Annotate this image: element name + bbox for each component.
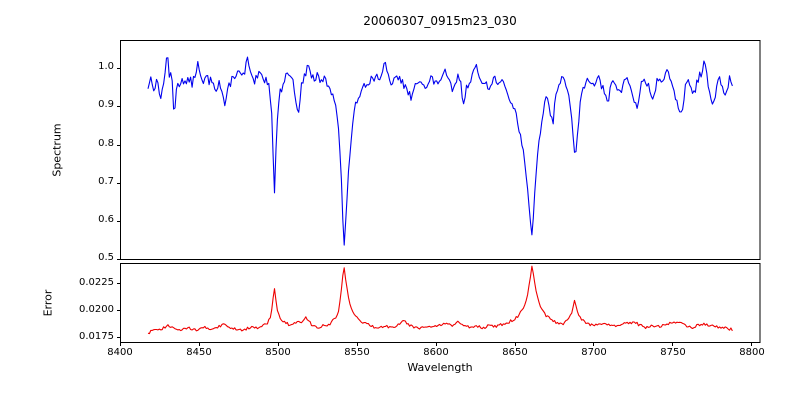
error-y-tick-label: 0.0225 <box>79 277 114 288</box>
chart-title: 20060307_0915m23_030 <box>363 14 517 28</box>
x-tick-label: 8800 <box>739 347 765 358</box>
x-tick-label: 8650 <box>502 347 528 358</box>
x-tick-label: 8600 <box>423 347 449 358</box>
x-axis-label: Wavelength <box>407 361 473 374</box>
x-tick-label: 8400 <box>107 347 133 358</box>
spectrum-y-tick-label: 0.9 <box>98 99 114 110</box>
error-y-tick-label: 0.0175 <box>79 331 114 342</box>
spectrum-panel-frame <box>120 40 761 260</box>
error-axis-label: Error <box>41 289 55 317</box>
x-tick-label: 8550 <box>344 347 370 358</box>
spectrum-y-tick-label: 0.8 <box>98 138 114 149</box>
error-line <box>147 265 733 335</box>
x-tick-label: 8500 <box>265 347 291 358</box>
spectrum-y-tick-label: 0.5 <box>98 252 114 263</box>
x-tick-label: 8450 <box>186 347 212 358</box>
x-tick-label: 8750 <box>660 347 686 358</box>
spectrum-y-tick-label: 1.0 <box>98 61 114 72</box>
spectrum-line <box>147 56 733 246</box>
spectrum-y-tick-label: 0.6 <box>98 214 114 225</box>
axis-ticks <box>117 68 752 346</box>
spectrum-axis-label: Spectrum <box>50 123 64 177</box>
error-panel-frame <box>120 263 761 343</box>
spectrum-y-tick-label: 0.7 <box>98 176 114 187</box>
error-y-tick-label: 0.0200 <box>79 304 114 315</box>
x-tick-label: 8700 <box>581 347 607 358</box>
